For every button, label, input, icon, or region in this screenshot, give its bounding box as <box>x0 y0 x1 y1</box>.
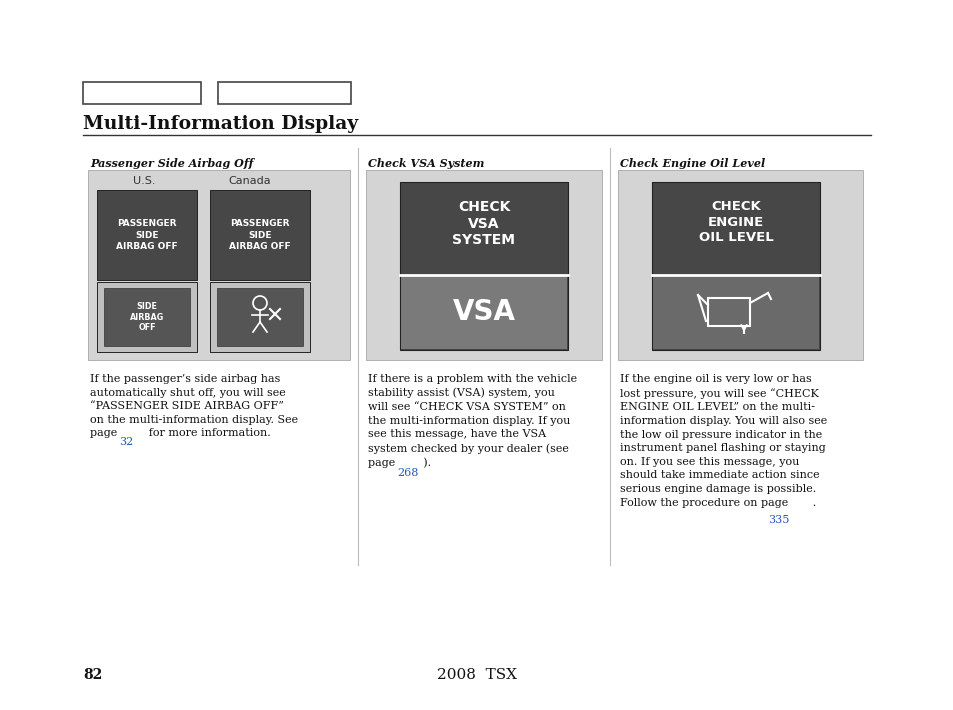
Bar <box>104 288 190 346</box>
Text: PASSENGER
SIDE
AIRBAG OFF: PASSENGER SIDE AIRBAG OFF <box>116 219 177 251</box>
Text: 335: 335 <box>767 515 788 525</box>
Text: Check Engine Oil Level: Check Engine Oil Level <box>619 158 764 169</box>
Text: Passenger Side Airbag Off: Passenger Side Airbag Off <box>90 158 253 169</box>
Bar <box>210 190 310 280</box>
Bar <box>651 182 820 350</box>
Bar <box>707 298 749 326</box>
Text: 268: 268 <box>396 468 418 478</box>
Text: Check VSA System: Check VSA System <box>368 158 484 169</box>
Bar <box>399 182 567 350</box>
Bar <box>97 282 196 352</box>
Text: If the passenger’s side airbag has
automatically shut off, you will see
“PASSENG: If the passenger’s side airbag has autom… <box>90 374 297 438</box>
Text: 82: 82 <box>83 668 102 682</box>
Text: CHECK
ENGINE
OIL LEVEL: CHECK ENGINE OIL LEVEL <box>698 200 773 244</box>
Bar <box>366 170 601 360</box>
Text: PASSENGER
SIDE
AIRBAG OFF: PASSENGER SIDE AIRBAG OFF <box>229 219 291 251</box>
Bar <box>88 170 350 360</box>
Bar <box>216 288 303 346</box>
Text: 2008  TSX: 2008 TSX <box>436 668 517 682</box>
Bar <box>218 82 351 104</box>
Bar <box>618 170 862 360</box>
Text: U.S.: U.S. <box>132 176 155 186</box>
Text: Multi-Information Display: Multi-Information Display <box>83 115 358 133</box>
Bar <box>400 276 566 349</box>
Text: If the engine oil is very low or has
lost pressure, you will see “CHECK
ENGINE O: If the engine oil is very low or has los… <box>619 374 826 508</box>
Text: CHECK
VSA
SYSTEM: CHECK VSA SYSTEM <box>452 200 515 248</box>
Bar <box>210 282 310 352</box>
Bar <box>97 190 196 280</box>
Bar <box>83 82 201 104</box>
Text: SIDE
AIRBAG
OFF: SIDE AIRBAG OFF <box>130 302 164 332</box>
Text: Canada: Canada <box>228 176 271 186</box>
Text: If there is a problem with the vehicle
stability assist (VSA) system, you
will s: If there is a problem with the vehicle s… <box>368 374 577 468</box>
Text: VSA: VSA <box>452 298 515 326</box>
Bar <box>652 276 818 349</box>
Text: 32: 32 <box>119 437 133 447</box>
